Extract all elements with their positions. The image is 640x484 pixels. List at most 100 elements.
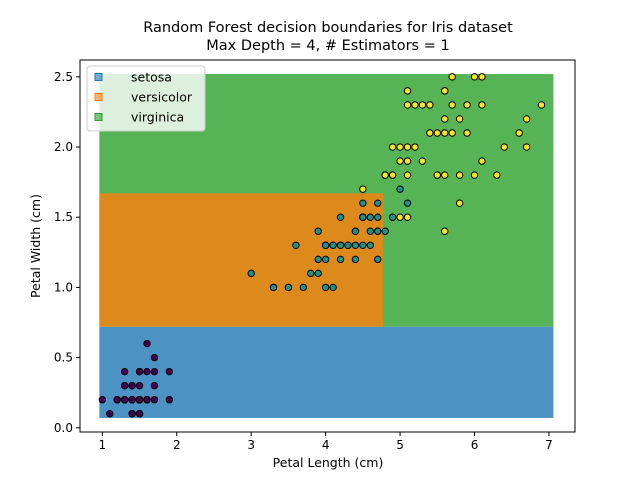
y-tick-label: 1.0 [54,280,73,294]
legend-label-setosa: setosa [131,70,172,85]
axis-ticks: 1 2 3 4 5 6 7 0.0 0.5 1.0 1.5 2.0 2.5 [54,70,553,452]
point-versicolor [314,269,322,278]
point-setosa [128,396,136,404]
point-setosa [143,339,151,348]
legend-label-virginica: virginica [131,110,184,125]
point-virginica [448,101,456,109]
point-versicolor [351,255,360,264]
x-tick-label: 2 [173,438,181,452]
point-virginica [478,73,486,81]
point-virginica [403,143,412,151]
axes-frame [79,59,576,433]
legend-swatch-versicolor [94,93,103,101]
point-setosa [98,396,107,404]
point-virginica [411,143,419,151]
point-versicolor [374,227,382,235]
point-setosa [165,367,174,376]
point-virginica [403,101,412,109]
point-versicolor [329,241,337,249]
y-axis-label: Petal Width (cm) [28,194,43,298]
point-virginica [388,143,397,151]
point-virginica [403,213,412,221]
point-virginica [441,129,449,137]
point-versicolor [336,241,345,249]
point-setosa [165,396,174,404]
point-versicolor [314,227,322,235]
data-points [98,73,546,418]
point-virginica [396,157,404,165]
point-setosa [135,410,144,418]
point-setosa [150,353,159,362]
point-versicolor [292,241,300,249]
point-setosa [135,367,144,376]
point-virginica [515,129,523,137]
point-versicolor [336,255,345,264]
point-setosa [120,381,129,390]
point-virginica [463,101,471,109]
point-virginica [478,157,486,165]
point-versicolor [359,199,367,207]
point-setosa [113,396,121,404]
point-virginica [478,101,486,109]
point-virginica [470,73,479,81]
x-tick-label: 6 [471,438,479,452]
chart-subtitle: Max Depth = 4, # Estimators = 1 [206,38,449,54]
point-versicolor [299,283,308,292]
legend-box [86,65,206,132]
point-virginica [418,157,427,165]
point-versicolor [314,255,322,264]
point-virginica [455,115,464,123]
point-virginica [455,199,464,207]
point-versicolor [321,241,330,249]
point-virginica [426,129,434,137]
point-versicolor [344,241,352,249]
x-tick-label: 3 [247,438,255,452]
point-virginica [470,171,479,179]
point-setosa [143,396,151,404]
point-versicolor [366,227,375,235]
point-setosa [128,381,136,390]
point-virginica [441,87,449,95]
point-virginica [448,129,456,137]
point-virginica [441,227,449,235]
point-virginica [396,213,404,221]
point-virginica [441,115,449,123]
y-tick-label: 2.5 [54,70,73,84]
point-virginica [403,171,412,179]
point-virginica [359,185,367,193]
point-virginica [433,129,441,137]
point-versicolor [374,199,382,207]
point-versicolor [329,283,337,292]
point-versicolor [321,255,330,264]
point-versicolor [396,185,404,193]
point-setosa [106,410,114,418]
point-setosa [120,396,129,404]
point-setosa [150,381,159,390]
point-virginica [418,101,427,109]
point-setosa [150,367,159,376]
point-versicolor [388,213,397,221]
point-setosa [143,367,151,376]
point-virginica [403,157,412,165]
point-versicolor [336,213,345,221]
legend-swatch-virginica [94,113,103,121]
point-versicolor [366,241,375,249]
point-versicolor [284,283,293,292]
point-virginica [426,101,434,109]
point-setosa [150,396,159,404]
point-versicolor [374,213,382,221]
x-tick-label: 1 [99,438,107,452]
point-versicolor [321,283,330,292]
point-versicolor [269,283,278,292]
point-virginica [441,171,449,179]
x-tick-label: 5 [396,438,404,452]
point-virginica [448,73,456,81]
point-setosa [135,396,144,404]
point-versicolor [359,213,367,221]
point-virginica [500,143,508,151]
x-tick-label: 7 [545,438,553,452]
point-setosa [128,410,136,418]
point-versicolor [381,227,389,235]
point-versicolor [374,255,382,264]
point-versicolor [366,213,375,221]
